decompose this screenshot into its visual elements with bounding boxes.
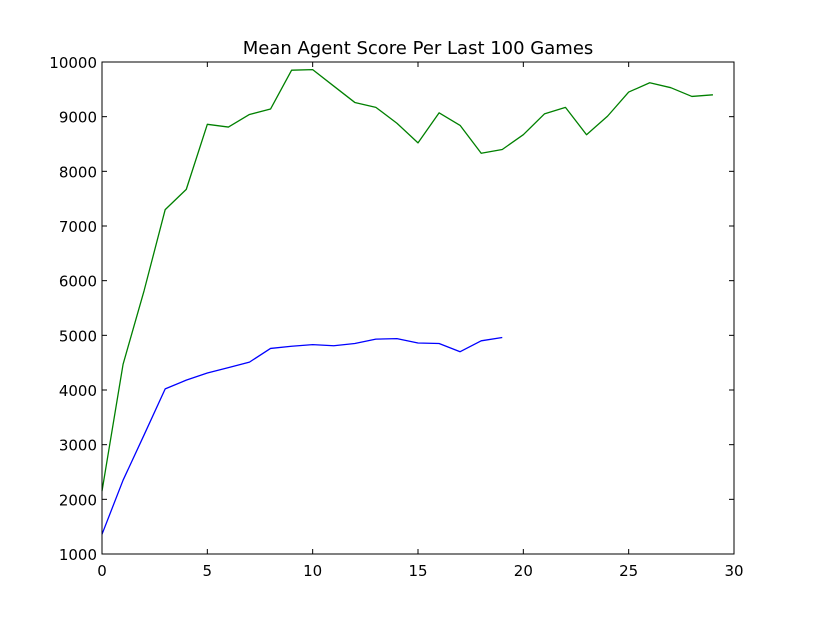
y-tick-label: 1000 xyxy=(59,546,97,564)
plot-background xyxy=(102,62,734,554)
series-lines xyxy=(101,69,713,535)
x-tick-label: 5 xyxy=(203,562,213,580)
y-tick-label: 5000 xyxy=(59,327,97,345)
y-tick-label: 9000 xyxy=(59,109,97,127)
y-tick-label: 8000 xyxy=(59,163,97,181)
plot-frame xyxy=(101,61,735,555)
y-tick-label: 7000 xyxy=(59,218,97,236)
series-line-1 xyxy=(101,336,503,535)
y-tick-label: 4000 xyxy=(59,382,97,400)
x-tick-label: 30 xyxy=(724,562,743,580)
x-tick-label: 0 xyxy=(97,562,107,580)
y-tick-label: 3000 xyxy=(59,437,97,455)
chart-title: Mean Agent Score Per Last 100 Games xyxy=(243,38,594,59)
y-tick-label: 10000 xyxy=(49,54,97,72)
tick-labels: 0 5 10 15 20 25 30 1000 2000 3000 4000 5000 6000 7000… xyxy=(49,54,743,580)
y-tick-label: 6000 xyxy=(59,273,97,291)
x-tick-label: 20 xyxy=(514,562,533,580)
x-tick-label: 10 xyxy=(303,562,322,580)
series-line-2 xyxy=(101,69,713,492)
y-tick-label: 2000 xyxy=(59,491,97,509)
x-tick-label: 25 xyxy=(619,562,638,580)
x-tick-label: 15 xyxy=(408,562,427,580)
